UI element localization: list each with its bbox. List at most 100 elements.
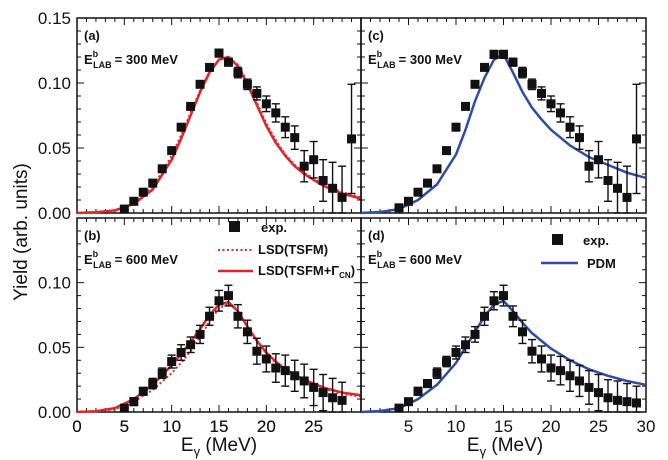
x-tick-label: 10 (162, 417, 181, 436)
x-axis-label-right: Eγ (MeV) (467, 435, 543, 459)
x-tick-label: 0 (72, 417, 81, 436)
data-point (129, 196, 139, 206)
data-point (423, 178, 432, 188)
energy-label-c: Eb LAB = 300 MeV (368, 49, 462, 70)
y-tick-label: 0.00 (38, 403, 71, 422)
data-point (432, 368, 442, 378)
data-point (518, 68, 527, 78)
data-point (584, 382, 594, 392)
series-line-pdm (360, 53, 647, 215)
x-tick-label: 5 (404, 417, 413, 436)
panel-label-a: (a) (84, 28, 100, 43)
x-tick-label: 25 (304, 417, 323, 436)
energy-label-d: Eb LAB = 600 MeV (368, 249, 462, 270)
series-line-pdm (360, 299, 647, 414)
data-point (233, 68, 243, 78)
legend-exp-label-d: exp. (583, 233, 609, 248)
data-point (328, 183, 338, 193)
x-tick-label: 0 (72, 417, 81, 436)
x-tick-label: 15 (210, 417, 229, 436)
data-point (508, 57, 518, 67)
data-point (480, 62, 489, 72)
series-line-lsd-tsfm (76, 302, 362, 413)
x-tick-label: 5 (120, 417, 129, 436)
panel-frame-c (360, 17, 647, 214)
panel-label-b: (b) (84, 228, 101, 243)
x-tick-label: 30 (637, 417, 656, 436)
data-point (167, 146, 177, 156)
series-line-lsd-tsfm-cn (76, 55, 362, 215)
data-point (318, 176, 328, 185)
data-point (186, 101, 196, 111)
x-tick-label: 15 (494, 417, 513, 436)
data-point (613, 183, 622, 193)
data-point (318, 388, 328, 398)
data-point (470, 329, 480, 339)
panel-label-d: (d) (368, 228, 385, 243)
data-point (328, 393, 338, 403)
data-point (394, 403, 404, 413)
legend-exp-marker (229, 221, 240, 232)
data-point (499, 49, 508, 59)
data-point (223, 57, 233, 67)
data-point (518, 327, 527, 337)
data-point (280, 122, 290, 132)
data-point (527, 79, 537, 89)
data-point (442, 357, 451, 367)
data-point (205, 62, 215, 72)
energy-label-b: Eb LAB = 600 MeV (84, 249, 178, 270)
data-point (205, 311, 215, 321)
data-point (195, 329, 205, 339)
data-point (129, 397, 139, 407)
data-point (537, 354, 546, 364)
x-tick-label: 15 (210, 417, 229, 436)
data-point (556, 366, 565, 376)
data-point (489, 49, 499, 59)
data-point (223, 291, 233, 301)
data-point (299, 376, 309, 386)
x-tick-label: 20 (257, 417, 276, 436)
data-point (119, 403, 129, 413)
y-axis-label: Yield (arb. units) (11, 163, 32, 301)
x-tick-label: 25 (589, 417, 608, 436)
legend-d: exp. PDM (541, 233, 616, 271)
data-point (499, 291, 508, 301)
data-point (157, 368, 167, 378)
x-tick-label: 20 (257, 417, 276, 436)
x-axis-label-left: Eγ (MeV) (181, 435, 257, 459)
data-point (309, 382, 319, 392)
data-point (214, 296, 224, 306)
panel-c: (c) Eb LAB = 300 MeV (360, 17, 647, 215)
data-point (299, 161, 309, 171)
y-tick-label: 0.05 (38, 338, 71, 357)
legend-exp-label: exp. (261, 220, 287, 235)
y-tick-label: 0.05 (38, 139, 71, 158)
data-point (594, 155, 603, 165)
data-point (451, 348, 461, 358)
data-point (195, 79, 205, 89)
x-tick-label: 10 (162, 417, 181, 436)
data-point (157, 164, 167, 174)
data-point (290, 133, 300, 143)
data-point (290, 371, 300, 381)
data-point (632, 398, 641, 408)
data-point (537, 88, 546, 98)
x-tick-label: 10 (447, 417, 466, 436)
data-point (261, 354, 271, 364)
data-point (233, 311, 243, 321)
data-point (271, 363, 281, 373)
data-point (242, 327, 252, 337)
series-line-lsd-tsfm-cn (76, 300, 362, 414)
data-point (451, 122, 461, 132)
data-point (622, 397, 632, 407)
data-point (337, 192, 347, 202)
data-point (347, 134, 357, 144)
panel-b: 0 5 10 15 20 25 0.00 0.05 0.10 (b) Eb LAB = 600 MeV (38, 217, 362, 436)
data-point (594, 388, 603, 398)
data-point (186, 340, 196, 350)
data-point (337, 395, 347, 405)
data-point (404, 196, 413, 206)
data-point (622, 192, 632, 202)
data-point (432, 164, 442, 174)
